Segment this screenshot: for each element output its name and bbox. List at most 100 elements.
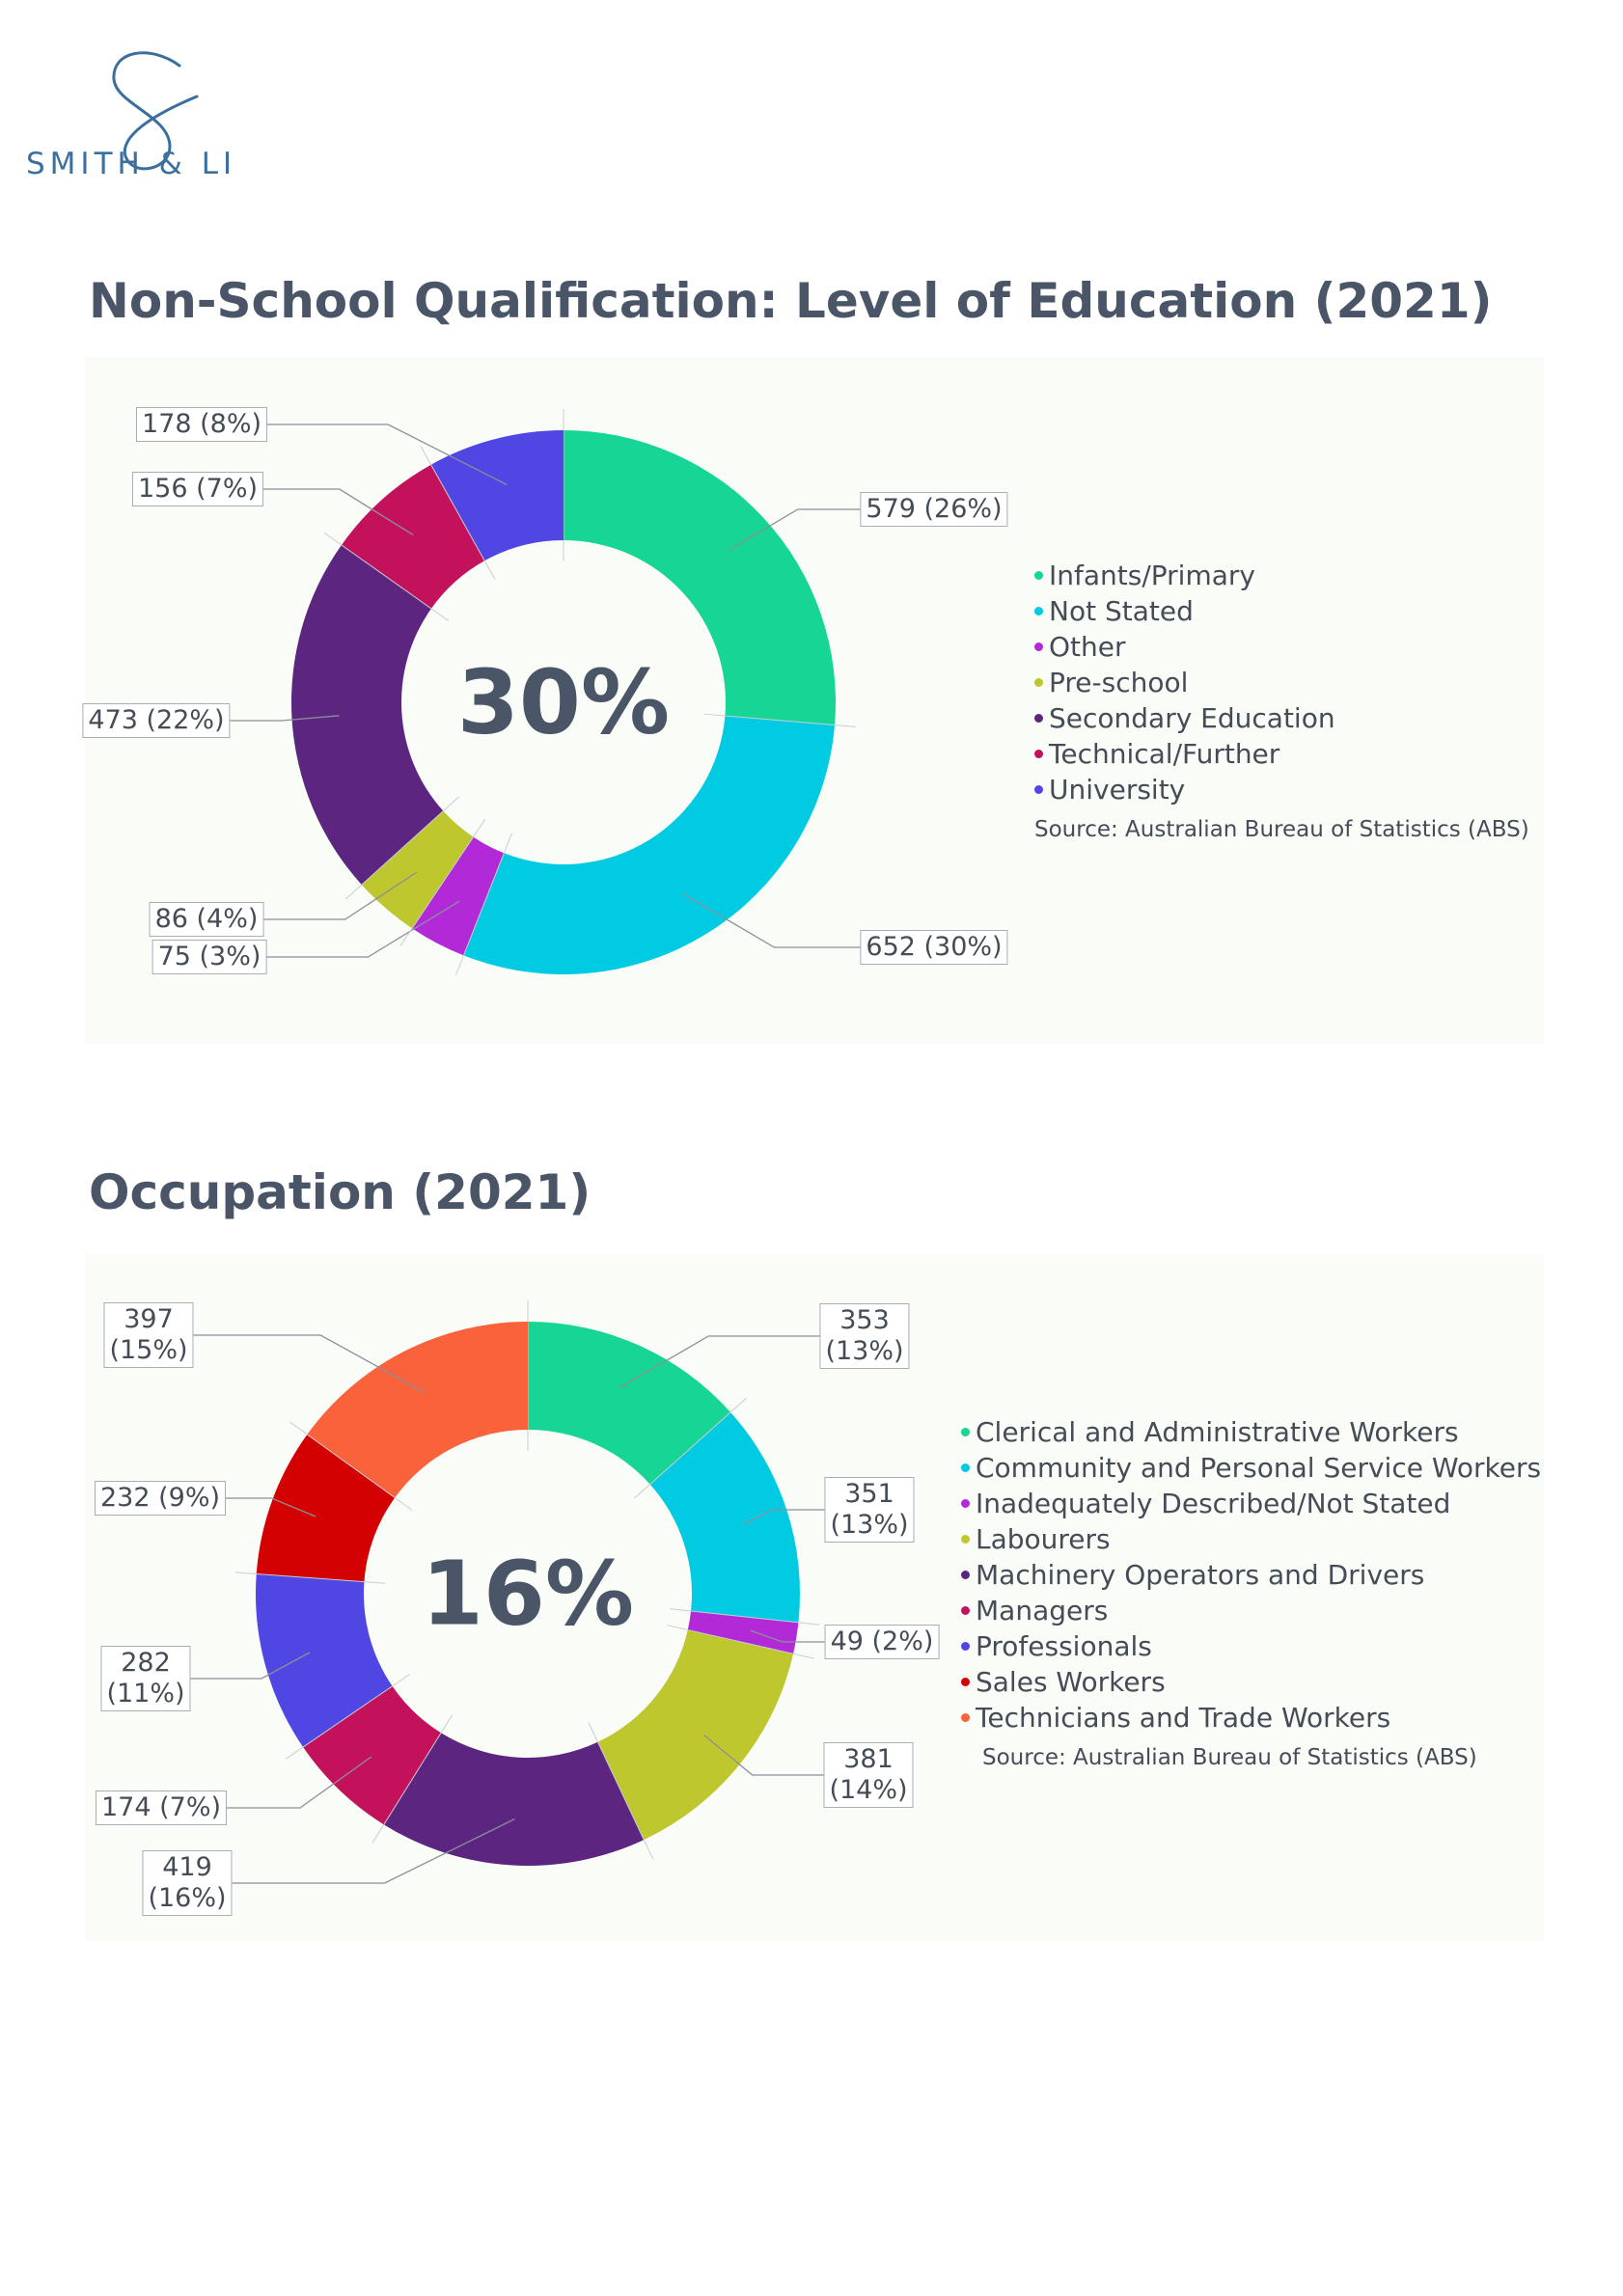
occupation-slice-divider-6: [285, 1674, 411, 1760]
occupation-legend-item-6: Professionals: [961, 1628, 1541, 1664]
occupation-legend-label: Professionals: [976, 1630, 1152, 1662]
occupation-leader-line-0: [619, 1335, 865, 1388]
occupation-legend: Clerical and Administrative Workers Commu…: [961, 1414, 1541, 1770]
occupation-slice-1: [649, 1411, 800, 1623]
education-slice-2: [412, 836, 505, 956]
education-legend-label: Not Stated: [1049, 595, 1194, 627]
education-legend-label: Technical/Further: [1049, 738, 1280, 770]
occupation-legend-dot-icon: [961, 1713, 970, 1722]
occupation-slice-5: [303, 1685, 442, 1825]
education-source: Source: Australian Bureau of Statistics …: [1034, 817, 1529, 842]
occupation-legend-item-4: Machinery Operators and Drivers: [961, 1557, 1541, 1593]
occupation-slice-6: [256, 1573, 393, 1748]
occupation-slice-2: [687, 1610, 799, 1654]
brand-name: SMITH & LI: [26, 147, 237, 181]
education-legend-label: Secondary Education: [1049, 702, 1335, 734]
occupation-leader-line-4: [187, 1818, 515, 1884]
occupation-legend-dot-icon: [961, 1571, 970, 1579]
education-slice-0: [564, 430, 836, 725]
education-slice-divider-4: [345, 796, 460, 900]
occupation-legend-dot-icon: [961, 1606, 970, 1615]
education-legend-label: University: [1049, 774, 1186, 806]
occupation-data-label-8: 397 (15%): [103, 1302, 194, 1368]
occupation-legend-item-8: Technicians and Trade Workers: [961, 1700, 1541, 1736]
occupation-legend-label: Clerical and Administrative Workers: [976, 1416, 1459, 1448]
occupation-data-label-0: 353 (13%): [819, 1303, 910, 1369]
occupation-legend-item-2: Inadequately Described/Not Stated: [961, 1486, 1541, 1521]
occupation-slice-divider-1: [633, 1397, 747, 1499]
education-slice-divider-3: [399, 819, 486, 946]
occupation-donut-chart: [146, 1300, 882, 1884]
education-data-label-6: 178 (8%): [135, 407, 268, 442]
education-legend-item-4: Secondary Education: [1034, 700, 1529, 736]
occupation-legend-item-0: Clerical and Administrative Workers: [961, 1414, 1541, 1450]
occupation-slice-7: [256, 1434, 396, 1582]
occupation-legend-label: Labourers: [976, 1523, 1111, 1555]
occupation-data-label-3: 381 (14%): [823, 1742, 914, 1808]
occupation-legend-label: Technicians and Trade Workers: [976, 1702, 1391, 1734]
education-legend: Infants/Primary Not Stated Other Pre-school…: [1034, 558, 1529, 842]
education-center-label: 30%: [456, 650, 671, 754]
education-slice-3: [361, 810, 474, 929]
occupation-legend-dot-icon: [961, 1499, 970, 1508]
occupation-legend-dot-icon: [961, 1428, 970, 1436]
education-legend-dot-icon: [1034, 750, 1043, 758]
education-slice-divider-5: [323, 532, 450, 621]
education-legend-dot-icon: [1034, 678, 1043, 687]
education-data-label-4: 473 (22%): [82, 703, 231, 738]
education-legend-dot-icon: [1034, 785, 1043, 794]
occupation-legend-item-1: Community and Personal Service Workers: [961, 1450, 1541, 1486]
occupation-legend-label: Community and Personal Service Workers: [976, 1452, 1542, 1484]
education-legend-item-3: Pre-school: [1034, 665, 1529, 700]
education-legend-dot-icon: [1034, 607, 1043, 615]
occupation-slice-3: [597, 1629, 794, 1841]
occupation-legend-item-7: Sales Workers: [961, 1664, 1541, 1700]
script-s-logo-icon: [112, 51, 199, 171]
occupation-slice-divider-4: [588, 1722, 654, 1860]
occupation-leader-line-8: [149, 1334, 426, 1394]
education-slice-1: [463, 716, 836, 975]
occupation-slice-divider-3: [667, 1625, 814, 1659]
education-legend-label: Infants/Primary: [1049, 560, 1255, 591]
education-data-label-0: 579 (26%): [860, 492, 1008, 527]
occupation-data-label-5: 174 (7%): [95, 1790, 228, 1825]
education-data-label-1: 652 (30%): [860, 930, 1008, 965]
education-chart-panel: 30% Infants/Primary Not Stated Other Pre-sc…: [82, 357, 1544, 1044]
education-legend-dot-icon: [1034, 642, 1043, 651]
education-data-label-5: 156 (7%): [131, 472, 264, 506]
occupation-legend-item-3: Labourers: [961, 1521, 1541, 1557]
occupation-data-label-2: 49 (2%): [824, 1625, 940, 1659]
occupation-chart-title: Occupation (2021): [89, 1164, 591, 1220]
occupation-slice-divider-2: [670, 1608, 820, 1626]
occupation-chart-panel: 16% Clerical and Administrative Workers C…: [85, 1254, 1544, 1941]
education-slice-4: [291, 544, 444, 886]
occupation-slice-8: [307, 1322, 528, 1498]
occupation-legend-dot-icon: [961, 1642, 970, 1651]
occupation-slice-divider-5: [371, 1714, 454, 1844]
occupation-data-label-7: 232 (9%): [94, 1481, 227, 1516]
occupation-data-label-6: 282 (11%): [100, 1646, 191, 1711]
occupation-legend-dot-icon: [961, 1678, 970, 1686]
education-data-label-3: 86 (4%): [149, 902, 264, 937]
occupation-slice-divider-8: [289, 1421, 413, 1511]
education-legend-label: Other: [1049, 631, 1126, 663]
education-legend-item-0: Infants/Primary: [1034, 558, 1529, 593]
education-slice-divider-1: [703, 713, 856, 727]
education-legend-item-5: Technical/Further: [1034, 736, 1529, 772]
occupation-legend-label: Machinery Operators and Drivers: [976, 1559, 1425, 1591]
occupation-source: Source: Australian Bureau of Statistics …: [982, 1745, 1477, 1770]
occupation-slice-divider-7: [234, 1572, 386, 1584]
occupation-legend-label: Inadequately Described/Not Stated: [976, 1488, 1451, 1519]
occupation-data-label-1: 351 (13%): [824, 1477, 915, 1543]
education-legend-dot-icon: [1034, 714, 1043, 723]
education-slice-divider-6: [420, 446, 496, 580]
occupation-legend-items: Clerical and Administrative Workers Commu…: [961, 1414, 1541, 1736]
occupation-legend-label: Sales Workers: [976, 1666, 1166, 1698]
education-legend-items: Infants/Primary Not Stated Other Pre-school…: [1034, 558, 1529, 807]
education-slice-divider-2: [454, 833, 512, 975]
education-legend-dot-icon: [1034, 571, 1043, 580]
education-legend-item-2: Other: [1034, 629, 1529, 665]
education-legend-item-6: University: [1034, 772, 1529, 807]
occupation-center-label: 16%: [421, 1542, 635, 1646]
occupation-slice-4: [383, 1733, 645, 1866]
